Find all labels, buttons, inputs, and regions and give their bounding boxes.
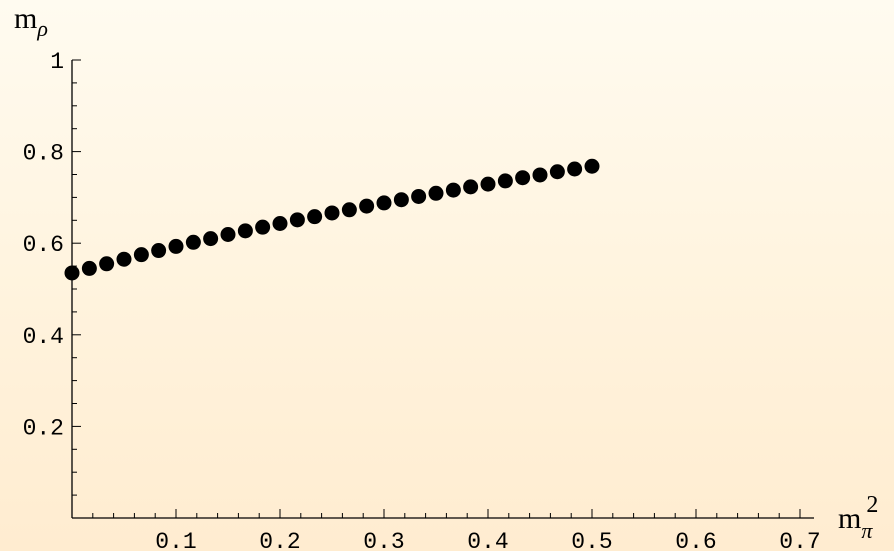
data-point <box>255 219 271 235</box>
x-tick-label: 0.5 <box>571 529 612 551</box>
data-point <box>272 216 288 232</box>
data-point <box>393 192 409 208</box>
data-point <box>532 167 548 183</box>
data-point <box>324 205 340 221</box>
data-points <box>64 158 600 281</box>
x-axis-title: mπ2 <box>838 492 878 543</box>
y-axis-title-sub: ρ <box>36 16 48 41</box>
data-point <box>515 170 531 186</box>
x-tick-label: 0.7 <box>779 529 820 551</box>
axes <box>71 60 814 519</box>
x-tick-label: 0.4 <box>467 529 508 551</box>
y-tick-label: 0.8 <box>23 141 64 167</box>
data-point <box>584 158 600 174</box>
y-axis-title: mρ <box>14 2 48 41</box>
data-point <box>289 212 305 228</box>
data-point <box>567 161 583 177</box>
data-point <box>151 243 167 259</box>
y-tick-label: 0.2 <box>23 415 64 441</box>
data-point <box>203 231 219 247</box>
data-point <box>497 173 513 189</box>
data-point <box>463 179 479 195</box>
data-point <box>480 176 496 192</box>
data-point <box>81 260 97 276</box>
x-axis-title-sub: π <box>861 518 873 543</box>
data-point <box>307 209 323 225</box>
x-tick-label: 0.3 <box>363 529 404 551</box>
data-point <box>185 234 201 250</box>
data-point <box>168 238 184 254</box>
y-axis-title-base: m <box>14 2 37 35</box>
y-tick-label: 0.4 <box>23 324 64 350</box>
data-point <box>133 247 149 263</box>
data-point <box>64 265 80 281</box>
y-tick-label: 1 <box>50 49 64 75</box>
data-point <box>99 256 115 272</box>
x-axis-title-sup: 2 <box>866 492 878 518</box>
x-axis-title-base: m <box>838 502 861 535</box>
data-point <box>549 164 565 180</box>
data-point <box>445 182 461 198</box>
data-point <box>116 251 132 267</box>
data-point <box>237 223 253 239</box>
data-point <box>341 202 357 218</box>
data-point <box>376 195 392 211</box>
ticks <box>72 59 801 518</box>
data-point <box>359 198 375 214</box>
data-point <box>220 226 236 242</box>
y-tick-label: 0.6 <box>23 232 64 258</box>
x-tick-label: 0.6 <box>675 529 716 551</box>
data-point <box>428 185 444 201</box>
x-tick-label: 0.1 <box>155 529 196 551</box>
data-point <box>411 188 427 204</box>
tick-labels: 0.1 0.2 0.3 0.4 0.5 0.6 0.7 0.2 0.4 0.6 0.8 1 <box>23 49 821 551</box>
x-tick-label: 0.2 <box>259 529 300 551</box>
